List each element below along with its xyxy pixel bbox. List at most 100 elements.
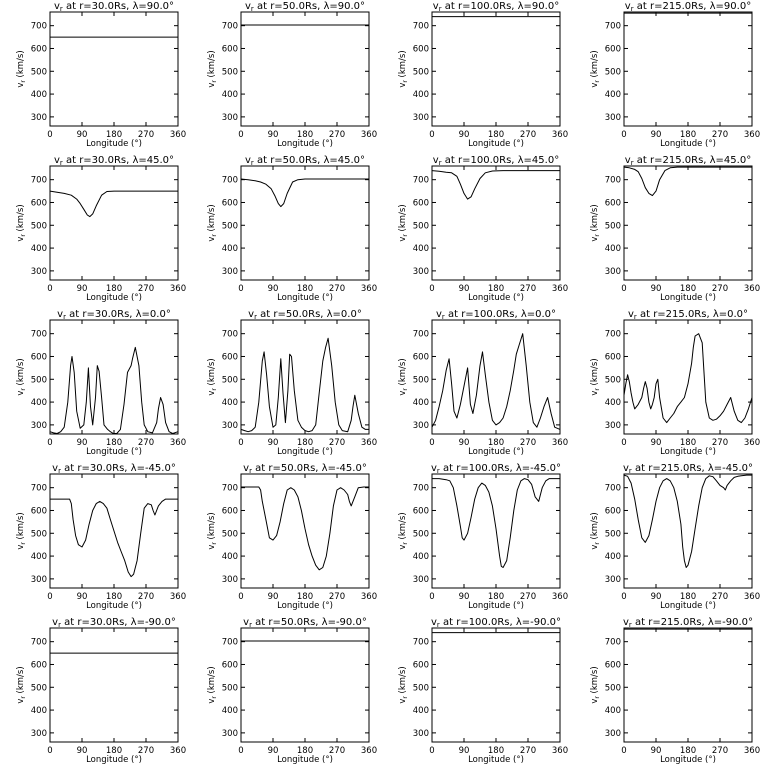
x-tick-label: 360 <box>170 130 186 140</box>
y-tick-label: 700 <box>222 638 238 648</box>
chart-panel-2: vr at r=50.0Rs, λ=90.0° 0 90 180 270 360 300 40… <box>207 1 377 149</box>
x-tick-label: 180 <box>297 592 313 602</box>
x-tick-label: 270 <box>329 284 345 294</box>
x-tick-label: 0 <box>47 438 52 448</box>
x-tick-label: 0 <box>621 592 626 602</box>
y-axis-label: vr (km/s) <box>398 50 409 87</box>
y-tick-label: 500 <box>31 67 47 77</box>
plot-frame <box>623 319 753 435</box>
plot-frame <box>240 165 370 281</box>
chart-panel-15: vr at r=100.0Rs, λ=-45.0° 0 90 180 270 360 300… <box>398 463 568 611</box>
x-tick-label: 90 <box>459 746 470 756</box>
title-subscript: r <box>634 313 637 321</box>
title-var: v <box>623 617 629 628</box>
plot-frame <box>431 627 561 743</box>
y-tick-label: 600 <box>605 506 621 516</box>
y-tick-label: 700 <box>222 484 238 494</box>
title-var: v <box>245 155 251 166</box>
y-tick-label: 300 <box>31 267 47 277</box>
y-tick-label: 400 <box>605 90 621 100</box>
title-text: at r=30.0Rs, λ=0.0° <box>66 309 171 320</box>
y-tick-label: 500 <box>222 221 238 231</box>
x-tick-label: 0 <box>238 592 243 602</box>
series-line <box>49 190 178 218</box>
x-tick-label: 0 <box>429 130 434 140</box>
chart-title: vr at r=50.0Rs, λ=0.0° <box>248 309 362 321</box>
title-var: v <box>54 155 60 166</box>
chart-title: vr at r=100.0Rs, λ=45.0° <box>433 155 559 167</box>
y-tick-label: 500 <box>222 67 238 77</box>
title-var: v <box>54 1 60 12</box>
x-tick-label: 180 <box>488 284 504 294</box>
chart-title: vr at r=50.0Rs, λ=-90.0° <box>243 617 367 629</box>
y-tick-label: 300 <box>31 113 47 123</box>
y-axis-label: vr (km/s) <box>16 358 27 395</box>
x-axis-label: Longitude (°) <box>660 755 716 765</box>
x-tick-label: 90 <box>459 592 470 602</box>
chart-panel-13: vr at r=30.0Rs, λ=-45.0° 0 90 180 270 360 300 4… <box>16 463 186 611</box>
y-tick-label: 500 <box>605 375 621 385</box>
title-subscript: r <box>629 467 632 475</box>
y-axis-label: vr (km/s) <box>590 50 601 87</box>
chart-panel-11: vr at r=100.0Rs, λ=0.0° 0 90 180 270 360 300 40… <box>398 309 568 457</box>
x-axis-label: Longitude (°) <box>277 601 333 611</box>
title-subscript: r <box>254 313 257 321</box>
y-tick-label: 400 <box>31 706 47 716</box>
x-tick-label: 360 <box>170 592 186 602</box>
y-axis-label: vr (km/s) <box>16 512 27 549</box>
x-tick-label: 90 <box>77 746 88 756</box>
x-tick-label: 0 <box>621 438 626 448</box>
title-var: v <box>431 617 437 628</box>
series-line <box>431 170 560 200</box>
plot-frame <box>623 627 753 743</box>
plot-frame <box>49 319 179 435</box>
y-tick-label: 400 <box>605 552 621 562</box>
chart-title: vr at r=30.0Rs, λ=-90.0° <box>52 617 176 629</box>
title-subscript: r <box>439 159 442 167</box>
y-tick-label: 300 <box>413 267 429 277</box>
title-subscript: r <box>58 467 61 475</box>
y-tick-label: 600 <box>31 660 47 670</box>
plot-frame <box>240 473 370 589</box>
y-tick-label: 300 <box>222 729 238 739</box>
x-tick-label: 360 <box>744 130 760 140</box>
title-var: v <box>243 463 249 474</box>
x-tick-label: 270 <box>712 592 728 602</box>
y-tick-label: 400 <box>222 244 238 254</box>
title-text: at r=215.0Rs, λ=45.0° <box>634 155 752 166</box>
title-text: at r=100.0Rs, λ=0.0° <box>445 309 556 320</box>
x-tick-label: 360 <box>170 284 186 294</box>
y-tick-label: 700 <box>222 22 238 32</box>
y-axis-label: vr (km/s) <box>398 666 409 703</box>
y-tick-label: 600 <box>413 352 429 362</box>
x-tick-label: 360 <box>552 592 568 602</box>
x-tick-label: 180 <box>106 130 122 140</box>
x-axis-label: Longitude (°) <box>86 601 142 611</box>
title-subscript: r <box>60 5 63 13</box>
y-tick-label: 700 <box>222 176 238 186</box>
x-tick-label: 90 <box>459 130 470 140</box>
y-tick-label: 600 <box>605 198 621 208</box>
x-axis-label: Longitude (°) <box>86 293 142 303</box>
chart-panel-4: vr at r=215.0Rs, λ=90.0° 0 90 180 270 360 300 4… <box>590 1 760 149</box>
x-tick-label: 360 <box>361 746 377 756</box>
title-text: at r=100.0Rs, λ=-45.0° <box>440 463 561 474</box>
title-text: at r=30.0Rs, λ=90.0° <box>63 1 174 12</box>
plot-frame <box>623 11 753 127</box>
y-axis-label: vr (km/s) <box>590 358 601 395</box>
y-tick-label: 700 <box>31 484 47 494</box>
y-tick-label: 400 <box>222 552 238 562</box>
plot-frame <box>240 627 370 743</box>
x-tick-label: 180 <box>297 284 313 294</box>
x-axis-label: Longitude (°) <box>468 293 524 303</box>
x-tick-label: 180 <box>680 592 696 602</box>
title-subscript: r <box>249 467 252 475</box>
x-tick-label: 360 <box>552 130 568 140</box>
y-tick-label: 700 <box>413 330 429 340</box>
y-tick-label: 300 <box>413 575 429 585</box>
x-axis-label: Longitude (°) <box>660 139 716 149</box>
y-tick-label: 600 <box>413 506 429 516</box>
title-subscript: r <box>442 313 445 321</box>
chart-title: vr at r=100.0Rs, λ=-45.0° <box>431 463 561 475</box>
series-line <box>49 346 179 434</box>
